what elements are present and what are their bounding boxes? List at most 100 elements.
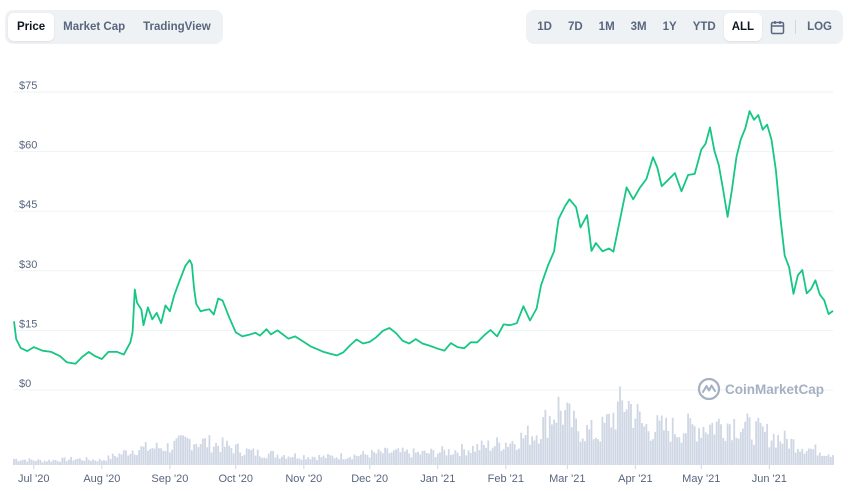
volume-bar: [458, 456, 461, 465]
volume-bar: [764, 431, 766, 465]
volume-bar: [177, 435, 180, 465]
x-tick-label: Jan '21: [420, 473, 455, 485]
volume-bar: [535, 435, 538, 465]
x-tick-label: May '21: [682, 473, 720, 485]
volume-bar: [61, 457, 64, 465]
volume-bar: [570, 427, 573, 465]
volume-bar: [127, 455, 130, 465]
range-ytd-button[interactable]: YTD: [692, 21, 716, 33]
volume-bar: [573, 410, 575, 465]
volume-bar: [759, 422, 762, 465]
volume-bar: [291, 457, 294, 465]
volume-bars: [13, 386, 834, 465]
volume-bar: [434, 457, 437, 465]
volume-bar: [283, 455, 285, 465]
y-tick-label: $75: [19, 80, 37, 92]
volume-bar: [590, 419, 593, 465]
volume-bar: [100, 460, 103, 465]
y-tick-label: $45: [19, 199, 37, 211]
volume-bar: [555, 422, 558, 465]
volume-bar: [474, 451, 476, 465]
range-7d-button[interactable]: 7D: [567, 21, 583, 33]
volume-bar: [509, 443, 512, 465]
volume-bar: [579, 441, 582, 465]
volume-bar: [296, 458, 299, 465]
volume-bar: [118, 453, 121, 465]
volume-bar: [755, 421, 758, 465]
volume-bar: [94, 460, 97, 465]
volume-bar: [441, 446, 444, 465]
volume-bar: [478, 450, 481, 465]
volume-bar: [256, 449, 259, 465]
volume-bar: [829, 456, 832, 465]
range-all-button[interactable]: ALL: [723, 13, 763, 41]
volume-bar: [67, 459, 70, 465]
volume-bar: [331, 455, 334, 465]
volume-bar: [417, 451, 419, 465]
volume-bar: [671, 417, 674, 465]
volume-bar: [237, 443, 239, 465]
volume-bar: [285, 458, 288, 465]
volume-bar: [636, 404, 639, 465]
range-1m-button[interactable]: 1M: [598, 21, 615, 33]
tab-tradingview[interactable]: TradingView: [143, 21, 211, 33]
volume-bar: [667, 430, 670, 465]
calendar-icon[interactable]: [762, 13, 792, 41]
volume-bar: [715, 421, 718, 465]
volume-bar: [182, 435, 184, 465]
volume-bar: [414, 452, 417, 465]
toolbar-divider: [795, 20, 797, 34]
volume-bar: [35, 461, 37, 465]
volume-bar: [215, 442, 217, 465]
volume-bar: [221, 437, 224, 465]
volume-bar: [340, 453, 343, 465]
volume-bar: [390, 452, 393, 465]
x-tick-label: Oct '20: [219, 473, 254, 485]
volume-bar: [463, 449, 466, 465]
volume-bar: [171, 449, 173, 465]
volume-bar: [548, 416, 551, 465]
volume-bar: [327, 453, 329, 465]
volume-bar: [89, 460, 92, 465]
volume-bar: [625, 409, 628, 465]
volume-bar: [803, 453, 806, 465]
volume-bar: [395, 449, 397, 465]
volume-bar: [362, 451, 365, 465]
volume-bar: [188, 438, 191, 465]
volume-bar: [37, 459, 40, 465]
volume-bar: [610, 427, 613, 465]
volume-bar: [111, 453, 114, 465]
x-tick-label: Mar '21: [549, 473, 585, 485]
volume-bar: [223, 446, 226, 465]
volume-bar: [645, 423, 648, 465]
volume-bar: [586, 424, 588, 465]
volume-bar: [357, 456, 360, 465]
volume-bar: [480, 440, 483, 465]
volume-bar: [78, 458, 81, 465]
volume-bar: [623, 411, 626, 465]
tab-market-cap[interactable]: Market Cap: [63, 21, 126, 33]
volume-bar: [81, 460, 83, 465]
volume-bar: [568, 403, 571, 465]
volume-bar: [649, 440, 652, 465]
volume-bar: [603, 422, 606, 465]
volume-bar: [122, 450, 125, 465]
volume-bar: [566, 402, 569, 465]
volume-bar: [344, 459, 347, 465]
range-1d-button[interactable]: 1D: [537, 21, 552, 33]
volume-bar: [63, 457, 66, 465]
volume-bar: [107, 455, 110, 465]
y-tick-label: $15: [19, 318, 37, 330]
log-scale-button[interactable]: LOG: [807, 21, 832, 33]
volume-bar: [353, 454, 356, 465]
range-3m-button[interactable]: 3M: [630, 21, 647, 33]
volume-bar: [412, 448, 415, 465]
volume-bar: [21, 459, 24, 465]
volume-bar: [632, 427, 635, 465]
x-tick-label: Jun '21: [752, 473, 787, 485]
volume-bar: [511, 440, 514, 465]
tab-price[interactable]: Price: [8, 13, 55, 41]
x-axis-ticks: Jul '20 Aug '20 Sep '20 Oct '20 Nov '20 Dec '…: [18, 465, 787, 485]
volume-bar: [59, 461, 62, 465]
range-1y-button[interactable]: 1Y: [662, 21, 677, 33]
